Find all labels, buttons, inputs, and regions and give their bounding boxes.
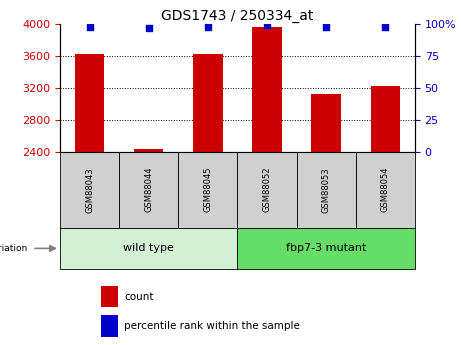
Bar (237, 228, 415, 269)
Bar (237, 152, 296, 228)
Text: GSM88053: GSM88053 (322, 167, 331, 213)
Bar (101, 315, 118, 337)
Text: count: count (124, 292, 154, 302)
Point (263, 23, 271, 28)
Text: GSM88044: GSM88044 (144, 167, 153, 213)
Point (322, 24, 330, 29)
Bar (296, 152, 356, 228)
Title: GDS1743 / 250334_at: GDS1743 / 250334_at (161, 9, 313, 23)
Bar (60, 228, 237, 269)
Point (204, 24, 212, 29)
Text: percentile rank within the sample: percentile rank within the sample (124, 321, 301, 331)
Bar (134, 149, 164, 152)
Text: fbp7-3 mutant: fbp7-3 mutant (286, 244, 366, 253)
Text: wild type: wild type (123, 244, 174, 253)
Bar (101, 286, 118, 307)
Point (145, 25, 152, 31)
Text: GSM88052: GSM88052 (262, 167, 272, 213)
Text: GSM88054: GSM88054 (381, 167, 390, 213)
Point (382, 24, 389, 29)
Bar (193, 54, 223, 152)
Bar (311, 93, 341, 152)
Bar (252, 27, 282, 152)
Text: GSM88045: GSM88045 (203, 167, 213, 213)
Point (86, 24, 93, 29)
Text: genotype/variation: genotype/variation (0, 244, 28, 253)
Bar (60, 152, 119, 228)
Bar (119, 152, 178, 228)
Bar (371, 86, 400, 152)
Text: GSM88043: GSM88043 (85, 167, 94, 213)
Bar (178, 152, 237, 228)
Bar (356, 152, 415, 228)
Bar (75, 55, 104, 152)
